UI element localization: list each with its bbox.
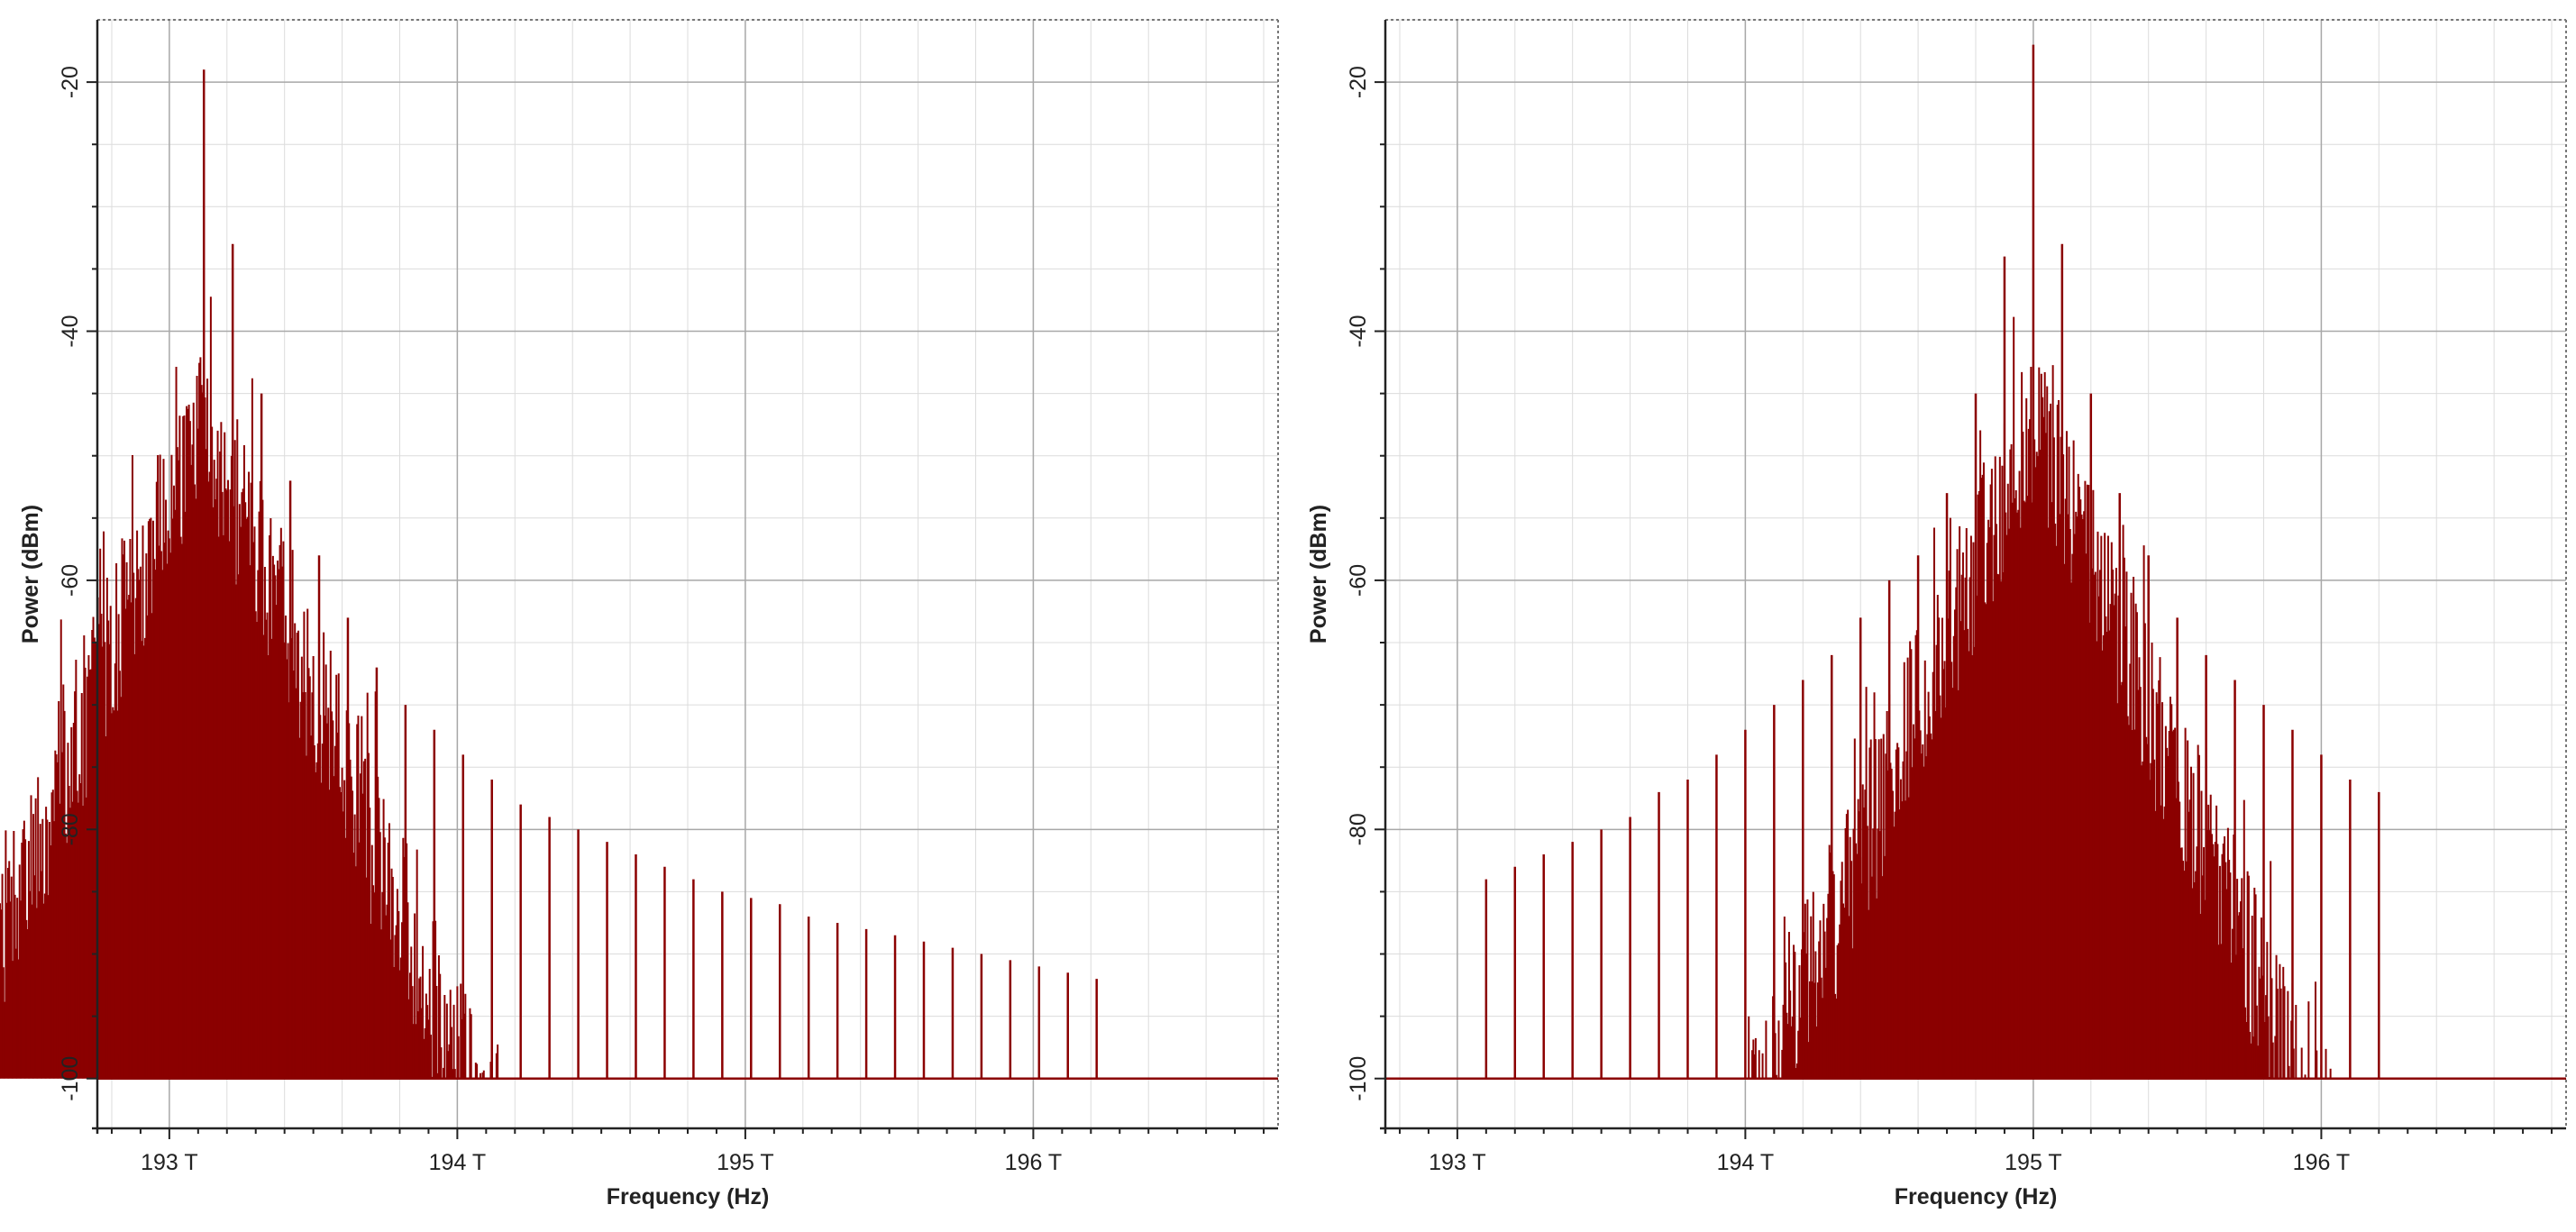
peak-lines — [1484, 44, 2380, 1079]
y-tick-label: -40 — [58, 315, 83, 347]
y-tick-label: -80 — [58, 813, 83, 845]
spectrum-chart-left: 193 T 194 T 195 T 196 T -20 -40 -60 -80 -100 Freq… — [0, 19, 1279, 1209]
x-tick-label: 195 T — [2005, 1150, 2061, 1175]
y-tick-label: -100 — [58, 1056, 83, 1101]
x-tick-label: 193 T — [1429, 1150, 1485, 1175]
x-tick-label: 194 T — [1717, 1150, 1774, 1175]
y-tick-label: -60 — [1346, 564, 1371, 597]
y-tick-label: -40 — [1346, 315, 1371, 347]
spectrum-chart-right: 193 T 194 T 195 T 196 T -20 -40 -60 -80 -100 Freq… — [1288, 0, 2576, 1232]
noise-cluster — [1748, 316, 2332, 1079]
y-tick-label: -60 — [58, 564, 83, 597]
peak-lines — [116, 69, 1098, 1079]
x-tick-label: 193 T — [141, 1150, 197, 1175]
x-axis-label: Frequency (Hz) — [1895, 1184, 2058, 1209]
y-tick-label: -20 — [1346, 66, 1371, 98]
spectrum-plot-left: 193 T 194 T 195 T 196 T -20 -40 -60 -80 -100 Freq… — [0, 19, 1279, 1209]
y-axis-label: Power (dBm) — [18, 505, 43, 643]
y-axis-label: Power (dBm) — [1306, 505, 1331, 643]
spectrum-plot-right: 193 T 194 T 195 T 196 T -20 -40 -60 -80 -100 Freq… — [1306, 19, 2567, 1209]
axis-ticks — [87, 81, 1265, 1139]
x-tick-label: 195 T — [717, 1150, 773, 1175]
x-tick-label: 196 T — [2293, 1150, 2350, 1175]
y-tick-label: -100 — [1346, 1056, 1371, 1101]
axis-ticks — [1375, 81, 2553, 1139]
x-tick-label: 196 T — [1005, 1150, 1062, 1175]
x-tick-label: 194 T — [429, 1150, 486, 1175]
y-tick-label: -80 — [1346, 813, 1371, 845]
y-tick-label: -20 — [58, 66, 83, 98]
x-axis-label: Frequency (Hz) — [607, 1184, 770, 1209]
